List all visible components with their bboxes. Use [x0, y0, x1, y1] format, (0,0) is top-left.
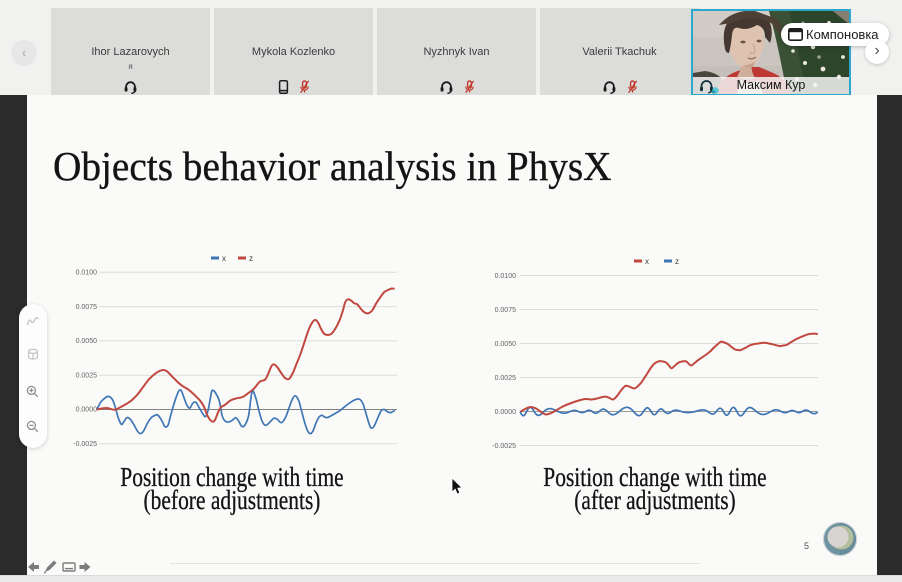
svg-text:-0.0025: -0.0025: [73, 441, 97, 448]
svg-text:x: x: [222, 254, 226, 263]
svg-text:0.0000: 0.0000: [495, 409, 517, 416]
svg-text:0.0000: 0.0000: [76, 407, 98, 414]
svg-text:0.0100: 0.0100: [495, 273, 517, 280]
svg-text:z: z: [675, 257, 679, 266]
svg-text:0.0075: 0.0075: [495, 307, 517, 314]
svg-text:0.0025: 0.0025: [495, 375, 517, 382]
svg-text:0.0050: 0.0050: [76, 338, 98, 345]
svg-text:0.0025: 0.0025: [76, 372, 98, 379]
svg-text:z: z: [249, 254, 253, 263]
svg-text:x: x: [645, 257, 649, 266]
svg-text:0.0075: 0.0075: [76, 304, 98, 311]
svg-text:0.0050: 0.0050: [495, 341, 517, 348]
svg-text:-0.0025: -0.0025: [492, 443, 516, 450]
svg-text:0.0100: 0.0100: [76, 270, 98, 277]
